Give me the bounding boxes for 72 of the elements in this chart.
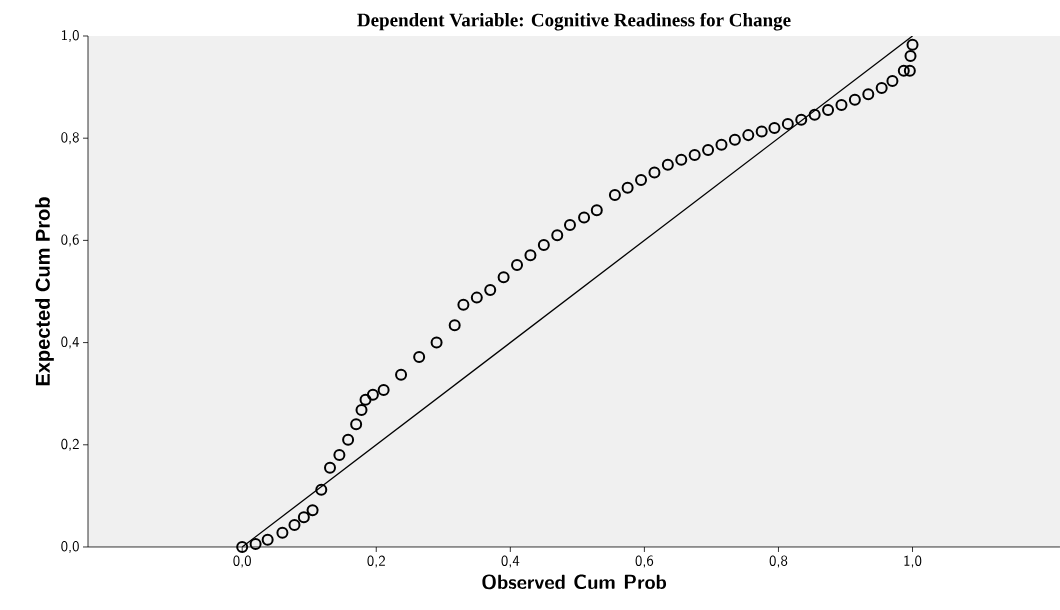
- point: [728, 133, 741, 146]
- point: [236, 540, 249, 553]
- chart-title: Dependent Variable: Cognitive Readiness for Change: [357, 12, 791, 31]
- x-tick-label: 0,4: [501, 555, 520, 568]
- point: [430, 336, 443, 349]
- point: [261, 533, 274, 546]
- point: [862, 88, 875, 101]
- point: [688, 149, 701, 162]
- point: [551, 229, 564, 242]
- x-tick-label: 0,2: [367, 555, 385, 568]
- point: [661, 158, 674, 171]
- point: [276, 526, 289, 539]
- point: [359, 393, 372, 406]
- y-tick-label: 0,6: [61, 234, 79, 247]
- point: [808, 108, 821, 121]
- point: [342, 433, 355, 446]
- point: [648, 166, 661, 179]
- point: [413, 350, 426, 363]
- point: [886, 74, 899, 87]
- x-tick-label: 0,6: [635, 555, 654, 568]
- point: [448, 319, 461, 332]
- point: [355, 404, 368, 417]
- point: [848, 93, 861, 106]
- y-tick-label: 0,4: [61, 336, 80, 349]
- point: [875, 82, 888, 95]
- point: [590, 204, 603, 217]
- point: [795, 113, 808, 126]
- point: [715, 138, 728, 151]
- point: [470, 291, 483, 304]
- y-tick-label: 1,0: [62, 29, 79, 42]
- point: [578, 211, 591, 224]
- point: [333, 449, 346, 462]
- point: [497, 271, 510, 284]
- point: [377, 384, 390, 397]
- point: [484, 283, 497, 296]
- y-tick-label: 0,8: [61, 132, 79, 145]
- point: [306, 504, 319, 517]
- point: [315, 483, 328, 496]
- point: [903, 64, 916, 77]
- x-axis-title: Observed Cum Prob: [482, 574, 667, 590]
- y-axis-title: Expected Cum Prob: [35, 197, 54, 386]
- point: [906, 38, 919, 51]
- point: [621, 181, 634, 194]
- point: [635, 174, 648, 187]
- point: [563, 219, 576, 232]
- x-tick-label: 0,8: [769, 555, 788, 568]
- y-tick-label: 0,0: [61, 540, 79, 553]
- point: [768, 121, 781, 134]
- x-tick-label: 0,0: [233, 555, 251, 568]
- x-tick-label: 1,0: [904, 555, 922, 568]
- point: [702, 143, 715, 156]
- point: [457, 298, 470, 311]
- point: [350, 418, 363, 431]
- point: [608, 188, 621, 201]
- point: [755, 125, 768, 138]
- point: [324, 461, 336, 474]
- point: [524, 249, 537, 262]
- point: [366, 388, 379, 401]
- point: [742, 129, 755, 142]
- point: [675, 153, 688, 166]
- point: [297, 511, 310, 524]
- point: [822, 104, 835, 117]
- point: [537, 238, 550, 251]
- point: [511, 258, 524, 271]
- point: [897, 64, 910, 77]
- point: [904, 49, 917, 62]
- point: [249, 537, 262, 550]
- point: [781, 117, 794, 130]
- point: [395, 368, 408, 381]
- y-tick-label: 0,2: [61, 438, 79, 451]
- point: [835, 98, 848, 111]
- point: [288, 519, 301, 532]
